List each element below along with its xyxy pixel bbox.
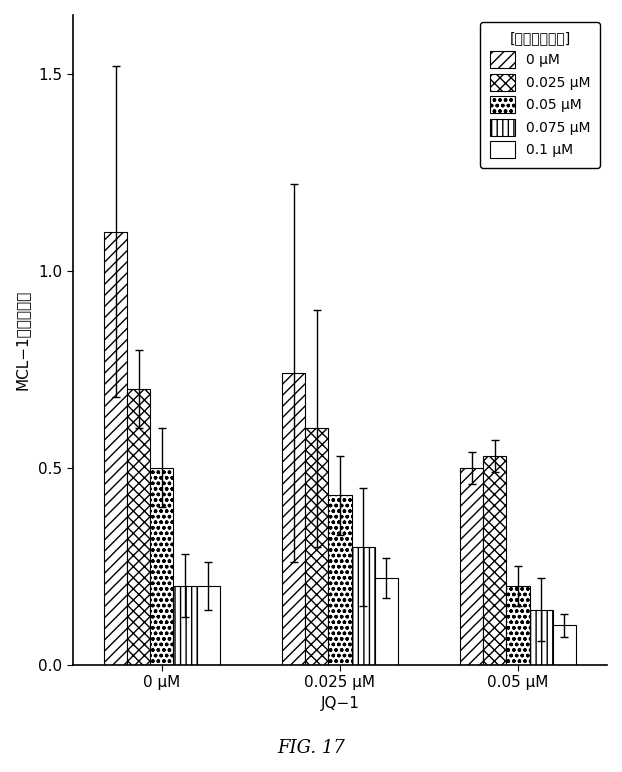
- Bar: [460, 468, 483, 665]
- Bar: [483, 456, 506, 665]
- Bar: [506, 586, 529, 665]
- Bar: [328, 496, 351, 665]
- Bar: [553, 625, 576, 665]
- Bar: [197, 586, 220, 665]
- Bar: [104, 232, 127, 665]
- Bar: [127, 389, 151, 665]
- Bar: [351, 547, 374, 665]
- Bar: [174, 586, 197, 665]
- Bar: [529, 610, 553, 665]
- Bar: [282, 374, 305, 665]
- Text: FIG. 17: FIG. 17: [277, 739, 345, 757]
- Bar: [374, 578, 398, 665]
- Y-axis label: MCL−1の倍率変化: MCL−1の倍率変化: [15, 290, 30, 390]
- Bar: [151, 468, 174, 665]
- Bar: [305, 428, 328, 665]
- Legend: 0 μM, 0.025 μM, 0.05 μM, 0.075 μM, 0.1 μM: 0 μM, 0.025 μM, 0.05 μM, 0.075 μM, 0.1 μ…: [480, 22, 600, 168]
- X-axis label: JQ−1: JQ−1: [320, 696, 360, 711]
